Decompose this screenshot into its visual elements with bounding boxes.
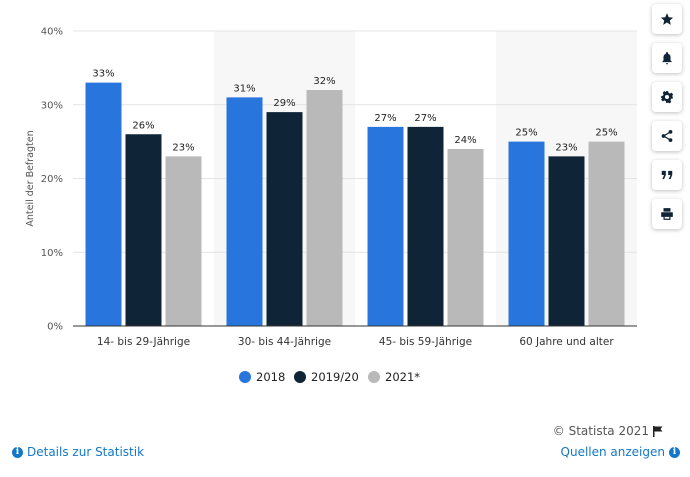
legend-label[interactable]: 2021* (385, 370, 420, 384)
x-tick-label: 30- bis 44-Jährige (238, 336, 331, 348)
data-label: 27% (414, 113, 436, 124)
bar[interactable] (367, 126, 404, 326)
info-icon: i (669, 446, 680, 458)
notification-button[interactable] (652, 43, 682, 73)
favorite-button[interactable] (652, 4, 682, 34)
settings-button[interactable] (652, 82, 682, 112)
bar[interactable] (165, 156, 202, 326)
y-tick-label: 0% (47, 322, 63, 333)
x-tick-label: 14- bis 29-Jährige (97, 336, 190, 348)
bar[interactable] (588, 141, 625, 326)
share-icon (661, 130, 673, 142)
sources-link[interactable]: Quellen anzeigen i (561, 445, 680, 459)
bar[interactable] (548, 156, 585, 326)
quote-icon (661, 170, 673, 180)
share-button[interactable] (652, 121, 682, 151)
details-link[interactable]: i Details zur Statistik (12, 445, 144, 459)
print-icon (661, 208, 673, 220)
y-axis-label: Anteil der Befragten (25, 130, 36, 226)
data-label: 25% (515, 128, 537, 139)
legend-marker (239, 371, 251, 383)
x-tick-label: 45- bis 59-Jährige (379, 336, 472, 348)
y-tick-label: 20% (41, 174, 63, 185)
info-icon: i (12, 446, 23, 458)
legend-label[interactable]: 2018 (256, 370, 285, 384)
x-tick-label: 60 Jahre und alter (519, 336, 614, 348)
bar[interactable] (85, 82, 122, 326)
data-label: 23% (172, 142, 194, 153)
copyright-text: © Statista 2021 (552, 424, 649, 438)
bar[interactable] (226, 97, 263, 326)
copyright: © Statista 2021 (553, 424, 663, 438)
data-label: 29% (273, 98, 295, 109)
gear-icon (661, 91, 674, 104)
chart: 0% 10% 20% 30% 40% Anteil der Befragten 33% 26%… (25, 27, 637, 384)
data-label: 26% (132, 120, 154, 131)
bar[interactable] (125, 134, 162, 326)
flag-icon[interactable] (653, 425, 663, 437)
legend-marker (294, 371, 306, 383)
sources-link-label: Quellen anzeigen (560, 445, 665, 459)
bar[interactable] (407, 126, 444, 326)
data-label: 23% (555, 142, 577, 153)
data-label: 25% (595, 128, 617, 139)
y-tick-label: 30% (41, 100, 63, 111)
print-button[interactable] (652, 199, 682, 229)
sidebar-toolbar (652, 4, 684, 238)
bar[interactable] (306, 90, 343, 326)
bar[interactable] (508, 141, 545, 326)
bar[interactable] (266, 112, 303, 326)
data-label: 27% (374, 113, 396, 124)
legend-marker (368, 371, 380, 383)
cite-button[interactable] (652, 160, 682, 190)
data-label: 33% (92, 69, 114, 80)
data-label: 31% (233, 83, 255, 94)
legend-label[interactable]: 2019/20 (311, 370, 359, 384)
y-tick-label: 40% (41, 27, 63, 38)
bar[interactable] (447, 149, 484, 326)
bell-icon (662, 52, 672, 65)
star-icon (660, 13, 674, 25)
data-label: 24% (454, 135, 476, 146)
details-link-label: Details zur Statistik (27, 445, 145, 459)
y-tick-label: 10% (41, 248, 63, 259)
data-label: 32% (313, 76, 335, 87)
